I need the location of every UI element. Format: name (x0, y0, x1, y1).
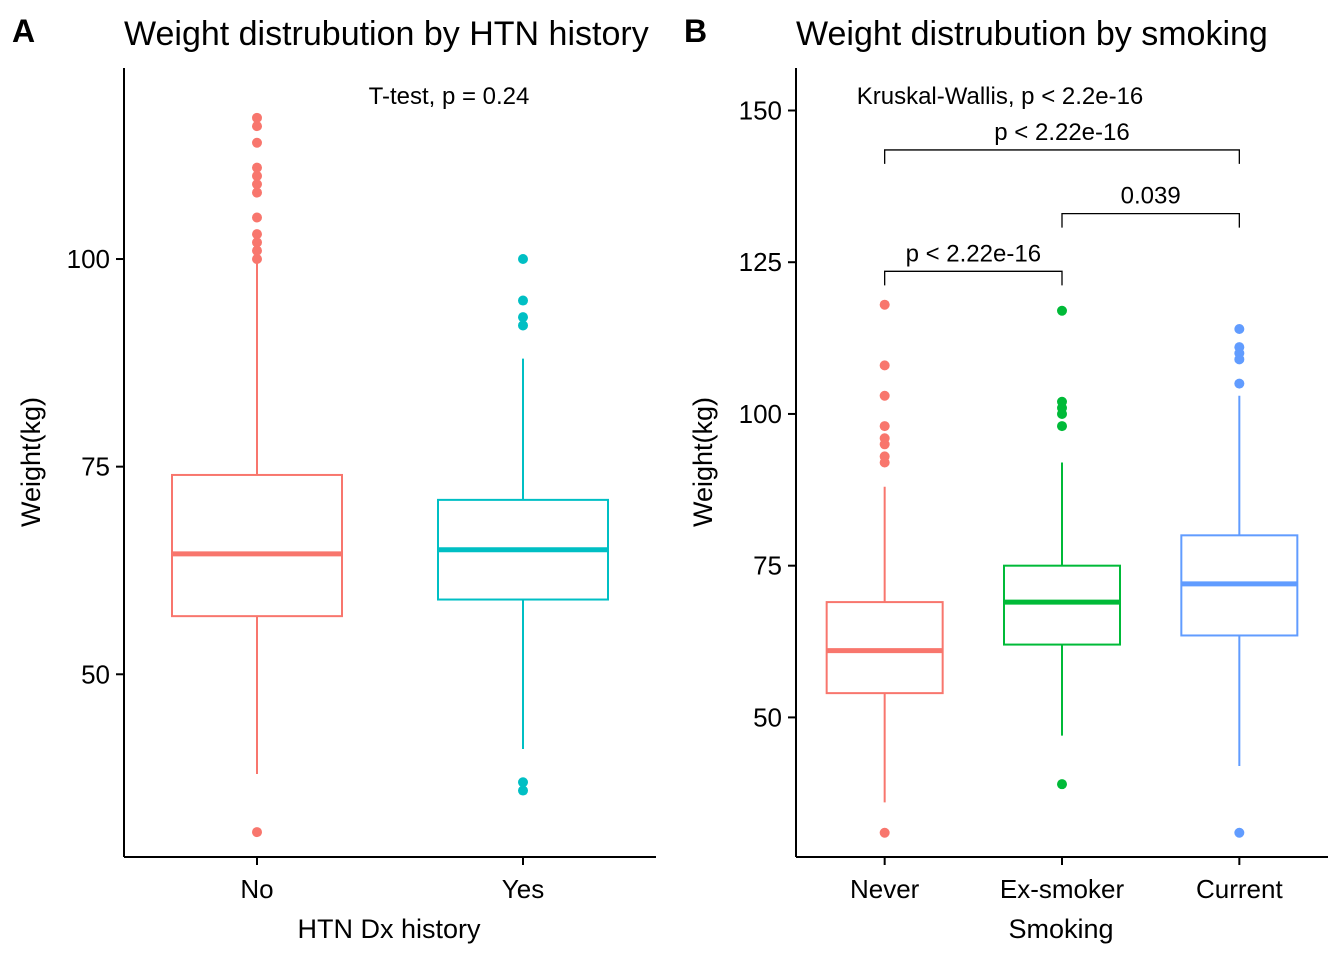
outlier-point (879, 360, 890, 371)
comparison-label: p < 2.22e-16 (994, 119, 1129, 146)
comparison-label: p < 2.22e-16 (906, 240, 1041, 267)
outlier-point (879, 421, 890, 432)
outlier-point (252, 137, 262, 148)
panel-a-title: Weight distrubution by HTN history (124, 15, 649, 53)
comparison-bracket (884, 270, 1063, 286)
box-ex-smoker (1003, 305, 1121, 790)
outlier-point (1057, 779, 1067, 790)
outlier-point (252, 245, 262, 256)
outlier-point (1234, 323, 1245, 334)
panel-a-y-axis-label: Weight(kg) (16, 397, 46, 527)
box-yes (437, 254, 609, 796)
outlier-point (879, 439, 890, 450)
test-annotation: T-test, p = 0.24 (369, 83, 530, 110)
outlier-point (252, 121, 262, 132)
outlier-point (252, 187, 262, 198)
outlier-point (252, 162, 262, 173)
outlier-point (252, 112, 262, 123)
outlier-point (518, 295, 528, 306)
y-tick-label: 100 (739, 399, 782, 429)
outlier-point (1057, 408, 1067, 419)
outlier-point (518, 777, 528, 788)
box-current (1180, 323, 1299, 838)
outlier-point (1234, 827, 1245, 838)
y-tick-label: 50 (753, 702, 782, 732)
panel-a-tag: A (12, 13, 35, 49)
outlier-point (252, 179, 262, 190)
outlier-point (252, 212, 262, 223)
box-no (171, 112, 343, 838)
outlier-point (252, 254, 262, 265)
comparison-bracket (884, 149, 1240, 164)
box-iqr (1003, 564, 1121, 646)
outlier-point (252, 237, 262, 248)
outlier-point (1057, 305, 1067, 316)
outlier-point (1057, 421, 1067, 432)
box-iqr (171, 473, 343, 618)
outlier-point (879, 827, 890, 838)
box-never (825, 299, 944, 838)
panel-a-x-axis-label: HTN Dx history (297, 914, 481, 944)
y-tick-label: 50 (81, 659, 110, 689)
comparison-label: 0.039 (1121, 183, 1181, 210)
outlier-point (252, 827, 262, 838)
panel-b-plot: 50 75 100 125 150 Never Ex-smoker Current p < 2.… (739, 68, 1328, 904)
outlier-point (252, 229, 262, 240)
outlier-point (1234, 378, 1245, 389)
outlier-point (518, 320, 528, 331)
panel-b-title: Weight distrubution by smoking (796, 15, 1268, 53)
outlier-point (879, 457, 890, 468)
y-tick-label: 150 (739, 95, 782, 125)
panel-b-tag: B (684, 13, 707, 49)
y-tick-label: 75 (753, 551, 782, 581)
panel-b: B Weight distrubution by smoking 50 75 100… (684, 13, 1328, 944)
outlier-point (879, 299, 890, 310)
box-iqr (825, 601, 944, 695)
x-tick-label: Yes (502, 874, 544, 904)
y-tick-label: 125 (739, 247, 782, 277)
outlier-point (879, 390, 890, 401)
test-annotation: Kruskal-Wallis, p < 2.2e-16 (857, 83, 1144, 110)
outlier-point (518, 254, 528, 265)
outlier-point (518, 785, 528, 796)
panel-a: A Weight distrubution by HTN history 50 7… (12, 13, 656, 944)
y-tick-label: 100 (67, 244, 110, 274)
x-tick-label: Ex-smoker (1000, 874, 1125, 904)
outlier-point (252, 170, 262, 181)
outlier-point (1234, 354, 1245, 365)
x-tick-label: No (240, 874, 273, 904)
outlier-point (518, 312, 528, 323)
x-tick-label: Current (1196, 874, 1283, 904)
panel-a-plot: 50 75 100 No Yes T-test, p = 0.24 (67, 68, 656, 904)
comparison-bracket (1061, 213, 1240, 228)
x-tick-label: Never (850, 874, 920, 904)
y-tick-label: 75 (81, 452, 110, 482)
panel-b-x-axis-label: Smoking (1008, 914, 1113, 944)
panel-b-y-axis-label: Weight(kg) (688, 397, 718, 527)
